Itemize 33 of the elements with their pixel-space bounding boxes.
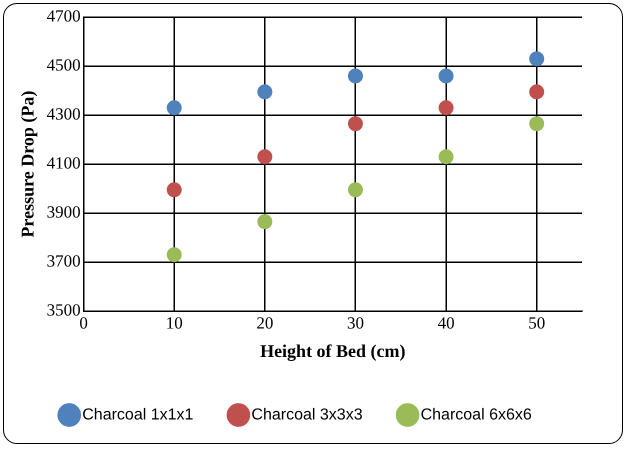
point — [529, 116, 544, 132]
y-tick-label: 3700 — [46, 252, 81, 270]
x-tick-label: 40 — [438, 314, 455, 333]
point — [438, 149, 454, 164]
x-tick-label: 0 — [79, 314, 88, 333]
y-tick-label: 4700 — [46, 6, 81, 26]
point — [166, 182, 182, 198]
y-tick-label: 4500 — [46, 56, 81, 75]
point — [529, 51, 544, 66]
x-tick-label: 30 — [346, 314, 364, 333]
x-axis-title: Height of Bed (cm) — [260, 340, 406, 361]
legend-label: Charcoal 3x3x3 — [251, 406, 363, 424]
point — [348, 116, 363, 132]
y-axis-title: Pressure Drop (Pa) — [17, 90, 38, 238]
point — [257, 214, 272, 230]
point — [348, 68, 363, 84]
point — [166, 247, 182, 262]
legend-label: Charcoal 1x1x1 — [82, 406, 194, 424]
y-tick-label: 3900 — [46, 202, 81, 222]
x-tick-label: 20 — [256, 314, 274, 333]
point — [529, 84, 544, 100]
point — [438, 100, 454, 116]
point — [257, 84, 272, 100]
point — [438, 68, 454, 84]
x-tick-label: 10 — [166, 314, 183, 333]
point — [166, 100, 182, 116]
point — [257, 149, 272, 164]
point — [348, 182, 363, 198]
y-tick-label: 4300 — [46, 104, 81, 124]
legend-label: Charcoal 6x6x6 — [420, 406, 532, 424]
y-tick-label: 4100 — [46, 154, 81, 173]
y-tick-label: 3500 — [46, 300, 81, 320]
x-tick-label: 50 — [528, 314, 546, 333]
